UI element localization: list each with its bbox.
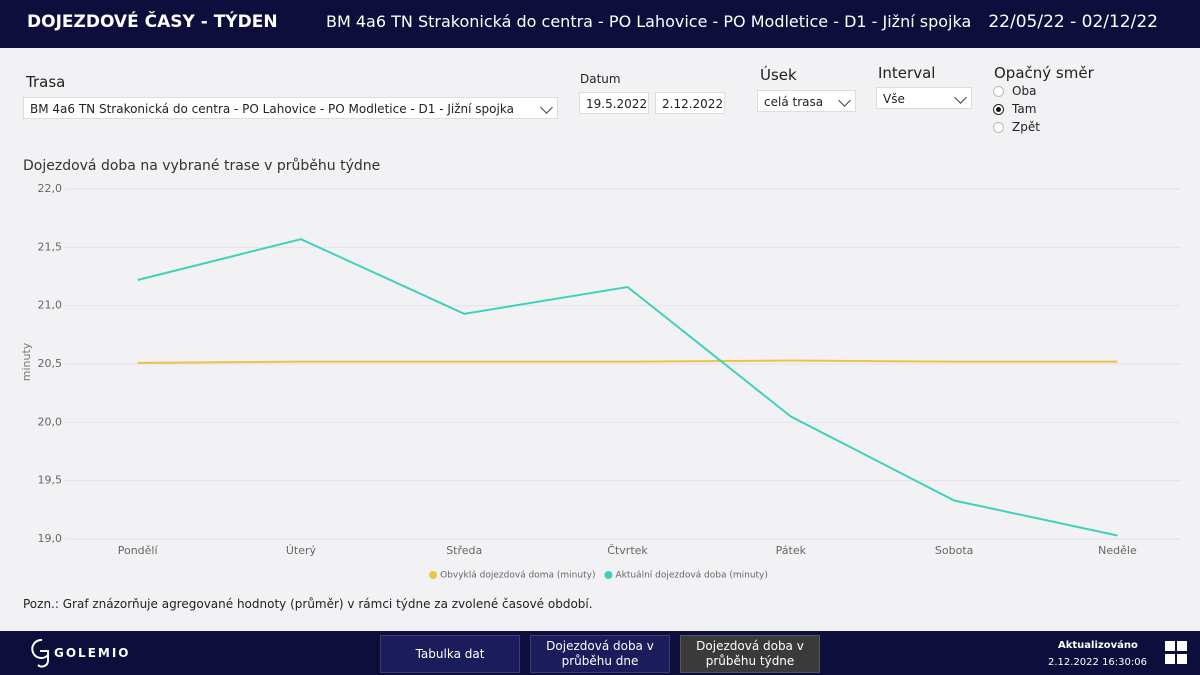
radio-option[interactable]: Tam bbox=[993, 100, 1040, 118]
x-tick-label: Pátek bbox=[776, 544, 807, 557]
x-tick-label: Sobota bbox=[935, 544, 973, 557]
x-tick-label: Čtvrtek bbox=[607, 544, 648, 557]
interval-dropdown[interactable]: Vše bbox=[876, 87, 972, 109]
legend-label: Aktuální dojezdová doba (minuty) bbox=[615, 571, 767, 581]
logo-text: GOLEMIO bbox=[54, 646, 131, 660]
series-line bbox=[137, 238, 1118, 537]
series-line bbox=[137, 359, 1118, 364]
chart: Dojezdová doba na vybrané trase v průběh… bbox=[20, 158, 1180, 581]
date-to-input[interactable]: 2.12.2022 bbox=[655, 92, 725, 114]
route-title: BM 4a6 TN Strakonická do centra - PO Lah… bbox=[326, 12, 972, 31]
section-dropdown[interactable]: celá trasa bbox=[757, 90, 856, 112]
radio-label: Oba bbox=[1012, 84, 1037, 98]
y-axis-label: minuty bbox=[20, 342, 33, 381]
x-tick-label: Úterý bbox=[286, 544, 317, 557]
filter-label: Datum bbox=[580, 72, 621, 86]
page-title: DOJEZDOVÉ ČASY - TÝDEN bbox=[27, 12, 278, 32]
note: Pozn.: Graf znázorňuje agregované hodnot… bbox=[23, 597, 593, 611]
y-tick-label: 20,5 bbox=[38, 357, 63, 370]
filter-label: Úsek bbox=[760, 66, 797, 84]
footer: GOLEMIO Tabulka dat Dojezdová doba v průb… bbox=[0, 631, 1200, 675]
radio-button bbox=[993, 103, 1004, 115]
y-tick-label: 19,0 bbox=[38, 532, 63, 545]
y-tick-label: 21,0 bbox=[38, 299, 63, 312]
filter-label: Trasa bbox=[26, 73, 66, 91]
radio-button bbox=[993, 85, 1004, 97]
date-range: 22/05/22 - 02/12/22 bbox=[988, 12, 1158, 32]
radio-label: Zpět bbox=[1012, 120, 1040, 134]
logo-icon bbox=[31, 638, 49, 668]
direction-radio-group: Oba Tam Zpět bbox=[993, 82, 1040, 136]
date-from-input[interactable]: 19.5.2022 bbox=[579, 92, 649, 114]
dropdown-value: BM 4a6 TN Strakonická do centra - PO Lah… bbox=[30, 102, 514, 116]
x-tick-label: Pondělí bbox=[118, 544, 159, 557]
legend-label: Obvyklá dojezdová doma (minuty) bbox=[440, 571, 595, 581]
nav-button[interactable]: Tabulka dat bbox=[380, 635, 520, 673]
legend-marker bbox=[604, 571, 613, 579]
radio-option[interactable]: Oba bbox=[993, 82, 1040, 100]
dropdown-value: celá trasa bbox=[764, 95, 824, 109]
radio-button bbox=[993, 121, 1004, 133]
updated-value: 2.12.2022 16:30:06 bbox=[1048, 657, 1147, 668]
oict-logo bbox=[1165, 641, 1187, 664]
legend-marker bbox=[429, 571, 438, 579]
header: DOJEZDOVÉ ČASY - TÝDEN BM 4a6 TN Strakon… bbox=[0, 0, 1200, 48]
x-tick-label: Středa bbox=[446, 544, 482, 557]
radio-option[interactable]: Zpět bbox=[993, 118, 1040, 136]
x-tick-label: Neděle bbox=[1098, 544, 1137, 557]
route-dropdown[interactable]: BM 4a6 TN Strakonická do centra - PO Lah… bbox=[23, 97, 558, 119]
y-tick-label: 21,5 bbox=[38, 240, 63, 253]
y-tick-label: 22,0 bbox=[38, 182, 63, 195]
nav-button[interactable]: Dojezdová doba v průběhu dne bbox=[530, 635, 670, 673]
radio-label: Tam bbox=[1012, 102, 1037, 116]
dropdown-value: Vše bbox=[883, 92, 905, 106]
filter-label: Interval bbox=[878, 64, 936, 82]
y-tick-label: 19,5 bbox=[38, 474, 63, 487]
filter-label: Opačný směr bbox=[994, 64, 1094, 82]
chart-title: Dojezdová doba na vybrané trase v průběh… bbox=[23, 158, 380, 174]
y-tick-label: 20,0 bbox=[38, 415, 63, 428]
updated-label: Aktualizováno bbox=[1058, 640, 1138, 651]
nav-button[interactable]: Dojezdová doba v průběhu týdne bbox=[680, 635, 820, 673]
